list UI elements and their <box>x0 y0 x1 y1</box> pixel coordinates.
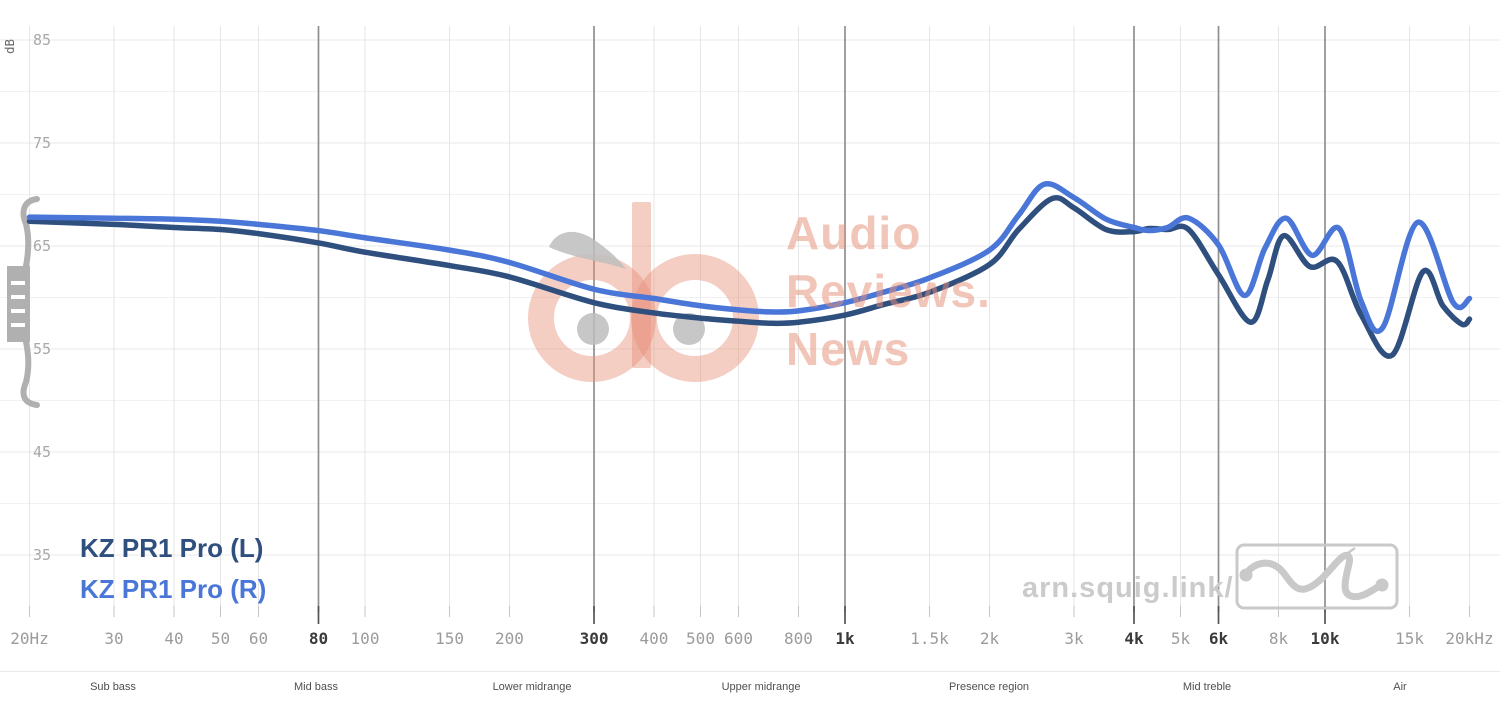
x-axis-tick-label: 8k <box>1269 629 1289 648</box>
x-axis-tick-label: 15k <box>1395 629 1424 648</box>
coupler-icon-slot <box>11 281 25 285</box>
y-axis-tick-label: 35 <box>33 546 51 564</box>
fr-curve-right[interactable] <box>26 180 1473 334</box>
y-axis-tick-label: 65 <box>33 237 51 255</box>
x-axis-tick-label: 80 <box>309 629 328 648</box>
legend-item-left-channel[interactable]: KZ PR1 Pro (L) <box>80 533 264 563</box>
x-axis-tick-label: 50 <box>211 629 230 648</box>
coupler-icon-body <box>7 266 30 342</box>
squiglink-url: arn.squig.link/ <box>1022 572 1234 604</box>
x-axis-tick-label: 2k <box>980 629 1000 648</box>
x-axis-tick-label: 20kHz <box>1445 629 1493 648</box>
watermark-text: Audio Reviews. News <box>786 204 991 378</box>
legend-item-right-channel[interactable]: KZ PR1 Pro (R) <box>80 574 267 604</box>
coupler-icon-slot <box>11 309 25 313</box>
watermark-db-logo <box>528 202 759 382</box>
watermark-line-1: Audio <box>786 207 922 259</box>
x-axis-tick-label: 600 <box>724 629 753 648</box>
region-label: Sub bass <box>90 681 136 693</box>
x-axis-tick-label: 150 <box>435 629 464 648</box>
regions-divider <box>0 671 1500 672</box>
x-axis-tick-label: 60 <box>249 629 268 648</box>
region-label: Presence region <box>948 681 1030 693</box>
x-axis-tick-label: 20Hz <box>10 629 49 648</box>
watermark-line-2: Reviews. <box>786 265 991 317</box>
region-label: Mid bass <box>293 681 339 693</box>
region-label: Mid treble <box>1182 681 1232 693</box>
x-axis-tick-label: 200 <box>495 629 524 648</box>
x-axis-tick-label: 800 <box>784 629 813 648</box>
coupler-icon <box>20 339 40 408</box>
x-axis-tick-label: 40 <box>164 629 183 648</box>
x-axis-tick-label: 100 <box>351 629 380 648</box>
y-axis-tick-label: 75 <box>33 134 51 152</box>
squiggle-logo <box>1235 543 1399 610</box>
x-axis-tick-label: 1k <box>835 629 855 648</box>
x-axis-tick-label: 10k <box>1311 629 1340 648</box>
x-axis-tick-label: 3k <box>1064 629 1084 648</box>
legend: KZ PR1 Pro (L) KZ PR1 Pro (R) <box>80 528 266 610</box>
x-axis-tick-label: 30 <box>104 629 123 648</box>
region-label: Lower midrange <box>492 681 572 693</box>
coupler-icon-slot <box>11 295 25 299</box>
region-label: Air <box>1393 681 1407 693</box>
y-axis-tick-label: 85 <box>33 31 51 49</box>
x-axis-tick-label: 4k <box>1124 629 1144 648</box>
x-axis-tick-label: 1.5k <box>910 629 949 648</box>
x-axis-tick-label: 5k <box>1171 629 1191 648</box>
x-axis-tick-label: 6k <box>1209 629 1229 648</box>
watermark-line-3: News <box>786 323 911 375</box>
coupler-icon-slot <box>11 323 25 327</box>
x-axis-tick-label: 400 <box>640 629 669 648</box>
x-axis-tick-label: 300 <box>580 629 609 648</box>
x-axis-tick-label: 500 <box>686 629 715 648</box>
y-axis-tick-label: 45 <box>33 443 51 461</box>
frequency-regions-row: Sub bass Mid bass Lower midrange Upper midr… <box>0 681 1500 697</box>
y-axis-unit-label: dB <box>2 38 17 54</box>
region-label: Upper midrange <box>721 681 801 693</box>
coupler-icon <box>20 196 40 269</box>
y-axis-tick-label: 55 <box>33 340 51 358</box>
fr-curve-left[interactable] <box>26 195 1473 359</box>
